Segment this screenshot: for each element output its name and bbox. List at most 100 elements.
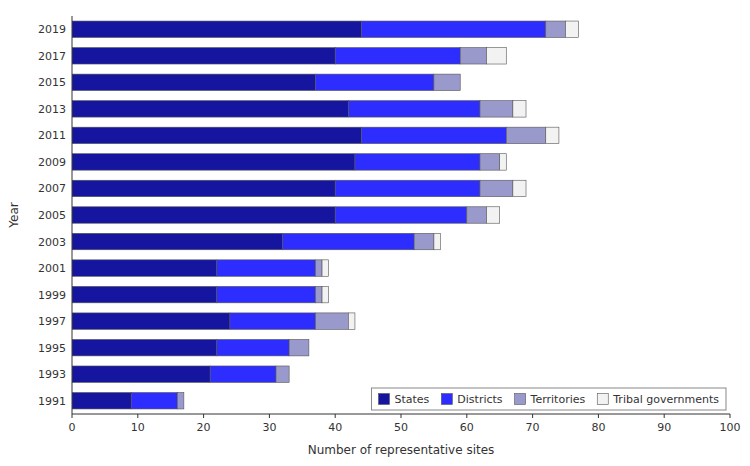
bar bbox=[72, 286, 217, 302]
bar bbox=[322, 260, 329, 276]
bar bbox=[210, 366, 276, 382]
x-tick-label: 60 bbox=[460, 421, 474, 434]
x-tick bbox=[137, 414, 138, 418]
x-tick-label: 100 bbox=[720, 421, 741, 434]
x-tick bbox=[269, 414, 270, 418]
x-tick-label: 40 bbox=[328, 421, 342, 434]
bar bbox=[513, 180, 526, 196]
x-tick-label: 10 bbox=[131, 421, 145, 434]
bar bbox=[348, 313, 355, 329]
bar bbox=[546, 21, 566, 37]
bar bbox=[315, 260, 322, 276]
bar bbox=[72, 101, 348, 117]
bar bbox=[315, 286, 322, 302]
bar bbox=[217, 286, 316, 302]
bar bbox=[315, 74, 433, 90]
bar bbox=[72, 207, 335, 223]
x-tick bbox=[466, 414, 467, 418]
x-tick bbox=[730, 414, 731, 418]
y-tick-label: 1995 bbox=[38, 342, 66, 355]
x-tick bbox=[532, 414, 533, 418]
bar bbox=[513, 101, 526, 117]
bar bbox=[283, 233, 415, 249]
bar bbox=[72, 74, 315, 90]
bar bbox=[480, 154, 500, 170]
bar bbox=[322, 286, 329, 302]
y-tick-label: 2019 bbox=[38, 23, 66, 36]
y-tick-label: 2011 bbox=[38, 129, 66, 142]
legend-label: Districts bbox=[457, 393, 503, 406]
x-tick-label: 50 bbox=[394, 421, 408, 434]
x-axis-label: Number of representative sites bbox=[308, 443, 495, 457]
bar bbox=[72, 366, 210, 382]
chart-svg: 0102030405060708090100201920172015201320… bbox=[0, 0, 750, 466]
bar bbox=[355, 154, 480, 170]
legend-swatch bbox=[378, 394, 389, 405]
bar bbox=[315, 313, 348, 329]
bars bbox=[72, 21, 579, 409]
bar bbox=[546, 127, 559, 143]
y-axis-line bbox=[72, 16, 73, 414]
bar bbox=[348, 101, 480, 117]
y-tick-label: 2001 bbox=[38, 262, 66, 275]
bar bbox=[362, 21, 546, 37]
bar bbox=[289, 339, 309, 355]
x-tick bbox=[72, 414, 73, 418]
bar bbox=[460, 74, 461, 90]
legend-swatch bbox=[597, 394, 608, 405]
x-tick bbox=[401, 414, 402, 418]
bar bbox=[362, 127, 507, 143]
legend: StatesDistrictsTerritoriesTribal governm… bbox=[371, 388, 726, 410]
x-tick bbox=[598, 414, 599, 418]
bar bbox=[72, 127, 362, 143]
y-tick-label: 1993 bbox=[38, 368, 66, 381]
x-tick-label: 30 bbox=[262, 421, 276, 434]
y-tick-label: 2003 bbox=[38, 236, 66, 249]
bar bbox=[289, 366, 290, 382]
y-tick-label: 2017 bbox=[38, 50, 66, 63]
bar bbox=[72, 21, 362, 37]
bar bbox=[183, 393, 184, 409]
bar bbox=[276, 366, 289, 382]
bar bbox=[566, 21, 579, 37]
legend-label: States bbox=[394, 393, 429, 406]
bar bbox=[131, 393, 177, 409]
bar bbox=[72, 233, 283, 249]
bar bbox=[335, 48, 460, 64]
bar bbox=[308, 339, 309, 355]
y-axis-label: Year bbox=[7, 202, 21, 228]
legend-swatch bbox=[515, 394, 526, 405]
bar bbox=[177, 393, 184, 409]
bar bbox=[487, 207, 500, 223]
y-tick-label: 2007 bbox=[38, 182, 66, 195]
legend-swatch bbox=[441, 394, 452, 405]
x-tick bbox=[203, 414, 204, 418]
x-tick bbox=[335, 414, 336, 418]
bar bbox=[217, 339, 289, 355]
y-tick-label: 1999 bbox=[38, 289, 66, 302]
y-tick-label: 2009 bbox=[38, 156, 66, 169]
bar bbox=[72, 260, 217, 276]
y-tick-label: 2013 bbox=[38, 103, 66, 116]
bar bbox=[487, 48, 507, 64]
bar bbox=[480, 101, 513, 117]
legend-label: Tribal governments bbox=[612, 393, 719, 406]
x-tick-label: 80 bbox=[591, 421, 605, 434]
legend-box bbox=[371, 388, 726, 410]
x-tick-label: 70 bbox=[526, 421, 540, 434]
bar bbox=[217, 260, 316, 276]
bar bbox=[460, 48, 486, 64]
y-tick-label: 2005 bbox=[38, 209, 66, 222]
bar bbox=[72, 48, 335, 64]
y-tick-label: 1997 bbox=[38, 315, 66, 328]
bar bbox=[467, 207, 487, 223]
x-tick bbox=[664, 414, 665, 418]
bar bbox=[230, 313, 316, 329]
bar bbox=[414, 233, 434, 249]
bar bbox=[72, 154, 355, 170]
bar bbox=[335, 180, 480, 196]
bar bbox=[434, 74, 460, 90]
chart-container: 0102030405060708090100201920172015201320… bbox=[0, 0, 750, 466]
bar bbox=[72, 313, 230, 329]
bar bbox=[500, 154, 507, 170]
